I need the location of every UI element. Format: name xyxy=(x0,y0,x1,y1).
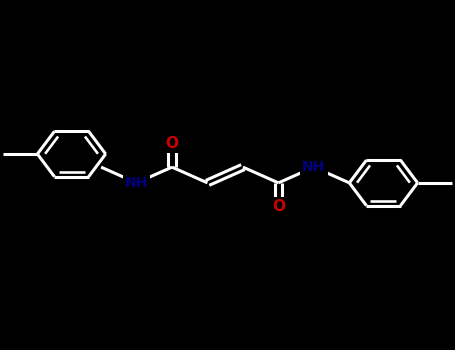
Text: O: O xyxy=(272,199,285,214)
Text: O: O xyxy=(166,136,178,151)
Text: NH: NH xyxy=(302,160,325,174)
Text: NH: NH xyxy=(125,176,148,190)
